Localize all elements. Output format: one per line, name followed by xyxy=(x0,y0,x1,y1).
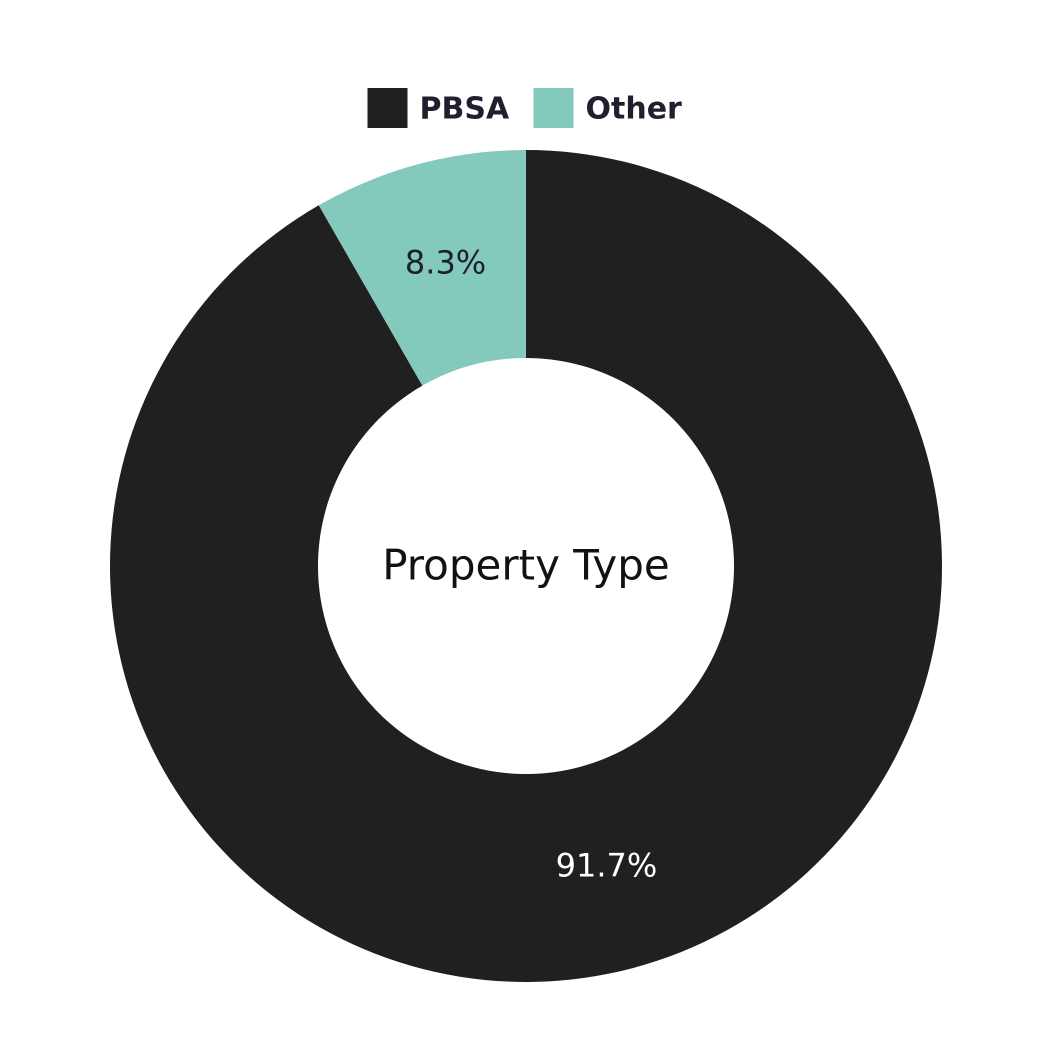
legend-swatch xyxy=(367,88,408,128)
donut-slice xyxy=(110,150,943,982)
donut-slice xyxy=(318,150,526,386)
legend-label: PBSA xyxy=(420,92,510,127)
value-label: 8.3% xyxy=(405,244,486,282)
value-label: 91.7% xyxy=(556,846,658,884)
legend-label: Other xyxy=(586,92,683,127)
legend-swatch xyxy=(533,88,574,128)
center-text: Property Type xyxy=(382,541,670,590)
